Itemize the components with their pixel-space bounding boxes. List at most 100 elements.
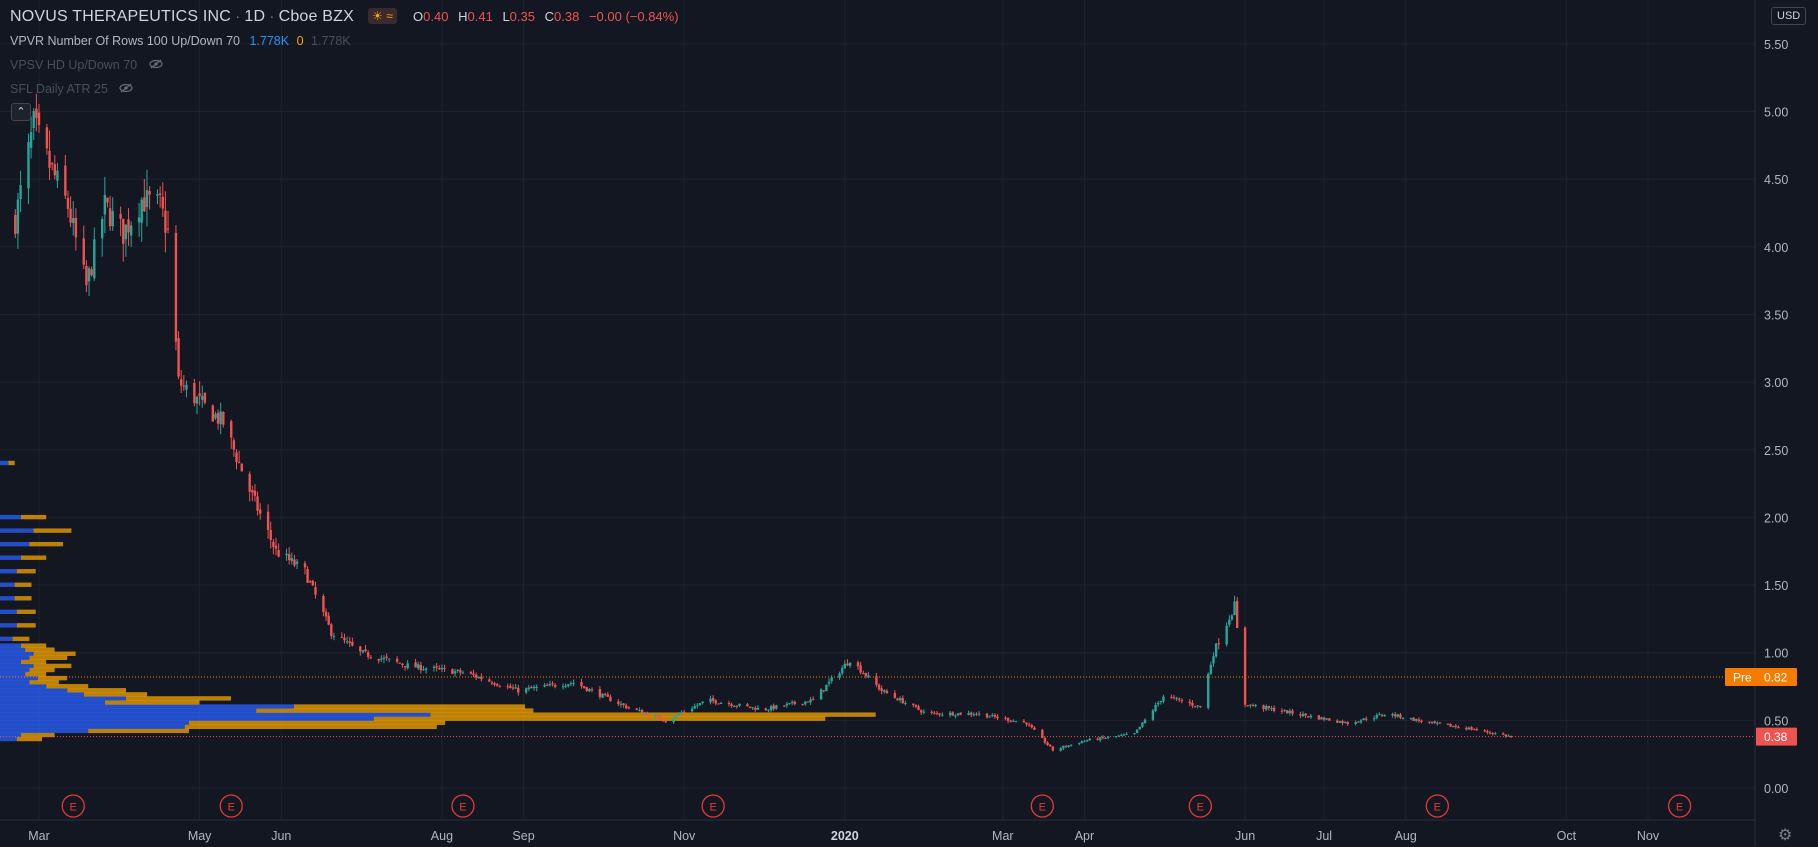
candle-body: [551, 683, 554, 685]
candle-body: [1143, 719, 1147, 724]
candle-body: [885, 690, 889, 694]
candle-body: [680, 712, 683, 714]
candle-body: [161, 196, 164, 209]
candle-body: [453, 671, 457, 674]
volume-profile-down-bar: [21, 732, 55, 738]
price-axis[interactable]: 0.00 0.50 1.00 1.50 2.00 2.50 3.00 3.50 4.00 4.50…: [1764, 38, 1788, 796]
open-label: O: [413, 9, 424, 24]
volume-profile-up-bar: [0, 663, 34, 669]
candle-body: [951, 712, 954, 716]
symbol-name[interactable]: NOVUS THERAPEUTICS INC: [10, 8, 232, 25]
sfl-label: SFL Daily ATR 25: [10, 82, 108, 96]
candle-body: [1383, 714, 1386, 717]
candle-body: [309, 581, 312, 583]
candle-body: [251, 490, 254, 493]
candle-body: [14, 214, 17, 234]
candle-body: [709, 698, 712, 703]
volume-profile-down-bar: [126, 696, 231, 701]
time-tick-label: Nov: [673, 829, 696, 843]
indicator-vpsv[interactable]: VPSV HD Up/Down 70: [10, 58, 163, 72]
candle-body: [1504, 734, 1507, 737]
candle-body: [527, 687, 531, 689]
candle-body: [237, 462, 241, 464]
candle-body: [564, 685, 567, 687]
candle-body: [456, 669, 459, 671]
candle-body: [1246, 705, 1249, 707]
candle-body: [1301, 713, 1305, 717]
indicator-sfl-atr[interactable]: SFL Daily ATR 25: [10, 82, 134, 96]
candle-body: [524, 688, 528, 693]
currency-button[interactable]: USD: [1771, 7, 1807, 25]
candle-body: [746, 704, 749, 707]
candle-body: [419, 665, 423, 671]
candle-body: [993, 714, 997, 717]
candle-body: [472, 673, 475, 675]
candle-body: [901, 698, 904, 704]
candle-body: [751, 707, 754, 709]
time-axis[interactable]: Mar May Jun Aug Sep Nov 2020 Mar Apr Jun Jul Aug Oct…: [28, 829, 1660, 843]
candle-body: [90, 269, 93, 276]
candle-body: [1317, 715, 1321, 720]
candle-body: [1372, 718, 1376, 720]
candle-body: [1280, 710, 1284, 712]
volume-profile-up-bar: [0, 655, 30, 661]
candle-body: [1043, 737, 1047, 743]
hidden-eye-icon[interactable]: [119, 82, 134, 96]
volume-profile-up-bar: [0, 696, 126, 701]
candle-body: [48, 150, 51, 168]
candle-body: [1025, 722, 1028, 725]
candle-body: [783, 705, 786, 707]
symbol-legend[interactable]: NOVUS THERAPEUTICS INC · 1D · Cboe BZX ☀…: [10, 8, 685, 26]
candle-body: [1049, 744, 1052, 747]
candle-body: [775, 705, 778, 709]
candle-body: [1449, 723, 1452, 727]
volume-profile-down-bar: [16, 736, 42, 742]
candle-body: [93, 239, 96, 279]
market-status-badge[interactable]: ☀ ≈: [368, 8, 397, 24]
candle-body: [1328, 718, 1331, 721]
candle-body: [625, 705, 628, 709]
volume-profile-down-bar: [256, 708, 534, 713]
candle-body: [414, 662, 417, 668]
candle-body: [1106, 736, 1110, 738]
candle-body: [1249, 704, 1252, 706]
candle-body: [1299, 714, 1302, 716]
candle-body: [548, 684, 552, 686]
candle-body: [56, 170, 59, 181]
volume-profile-up-bar: [0, 736, 17, 742]
candle-body: [627, 707, 631, 709]
hidden-eye-icon[interactable]: [149, 58, 163, 72]
close-value: 0.38: [554, 9, 580, 24]
volume-profile-down-bar: [33, 663, 72, 669]
volume-profile-down-bar: [25, 647, 55, 652]
candle-body: [701, 701, 704, 703]
candle-body: [156, 194, 159, 196]
candle-body: [401, 663, 404, 665]
candle-body: [1046, 742, 1049, 746]
candle-body: [1062, 745, 1065, 749]
earnings-marker-label: E: [228, 802, 235, 814]
candle-body: [1180, 700, 1184, 702]
candle-body: [177, 338, 180, 377]
indicator-vpvr[interactable]: VPVR Number Of Rows 100 Up/Down 70 1.778…: [10, 34, 351, 48]
earnings-marker: [701, 794, 725, 818]
candle-body: [111, 210, 114, 227]
price-tick-label: 3.00: [1764, 376, 1788, 390]
candle-body: [996, 716, 999, 719]
earnings-marker: [1425, 794, 1449, 818]
interval-label[interactable]: 1D: [244, 8, 266, 25]
earnings-marker-label: E: [1039, 802, 1046, 814]
vpvr-down-value: 0: [296, 34, 304, 48]
candle-body: [174, 232, 178, 342]
collapse-legend-button[interactable]: ⌃: [11, 103, 31, 121]
candle-body: [825, 684, 828, 692]
candle-body: [1357, 721, 1360, 723]
candle-body: [106, 197, 109, 203]
candle-body: [727, 703, 731, 705]
gear-icon[interactable]: ⚙: [1778, 827, 1793, 844]
approx-icon: ≈: [386, 9, 393, 23]
candle-body: [1359, 720, 1363, 723]
candle-body: [85, 266, 88, 286]
candle-body: [1088, 738, 1091, 741]
